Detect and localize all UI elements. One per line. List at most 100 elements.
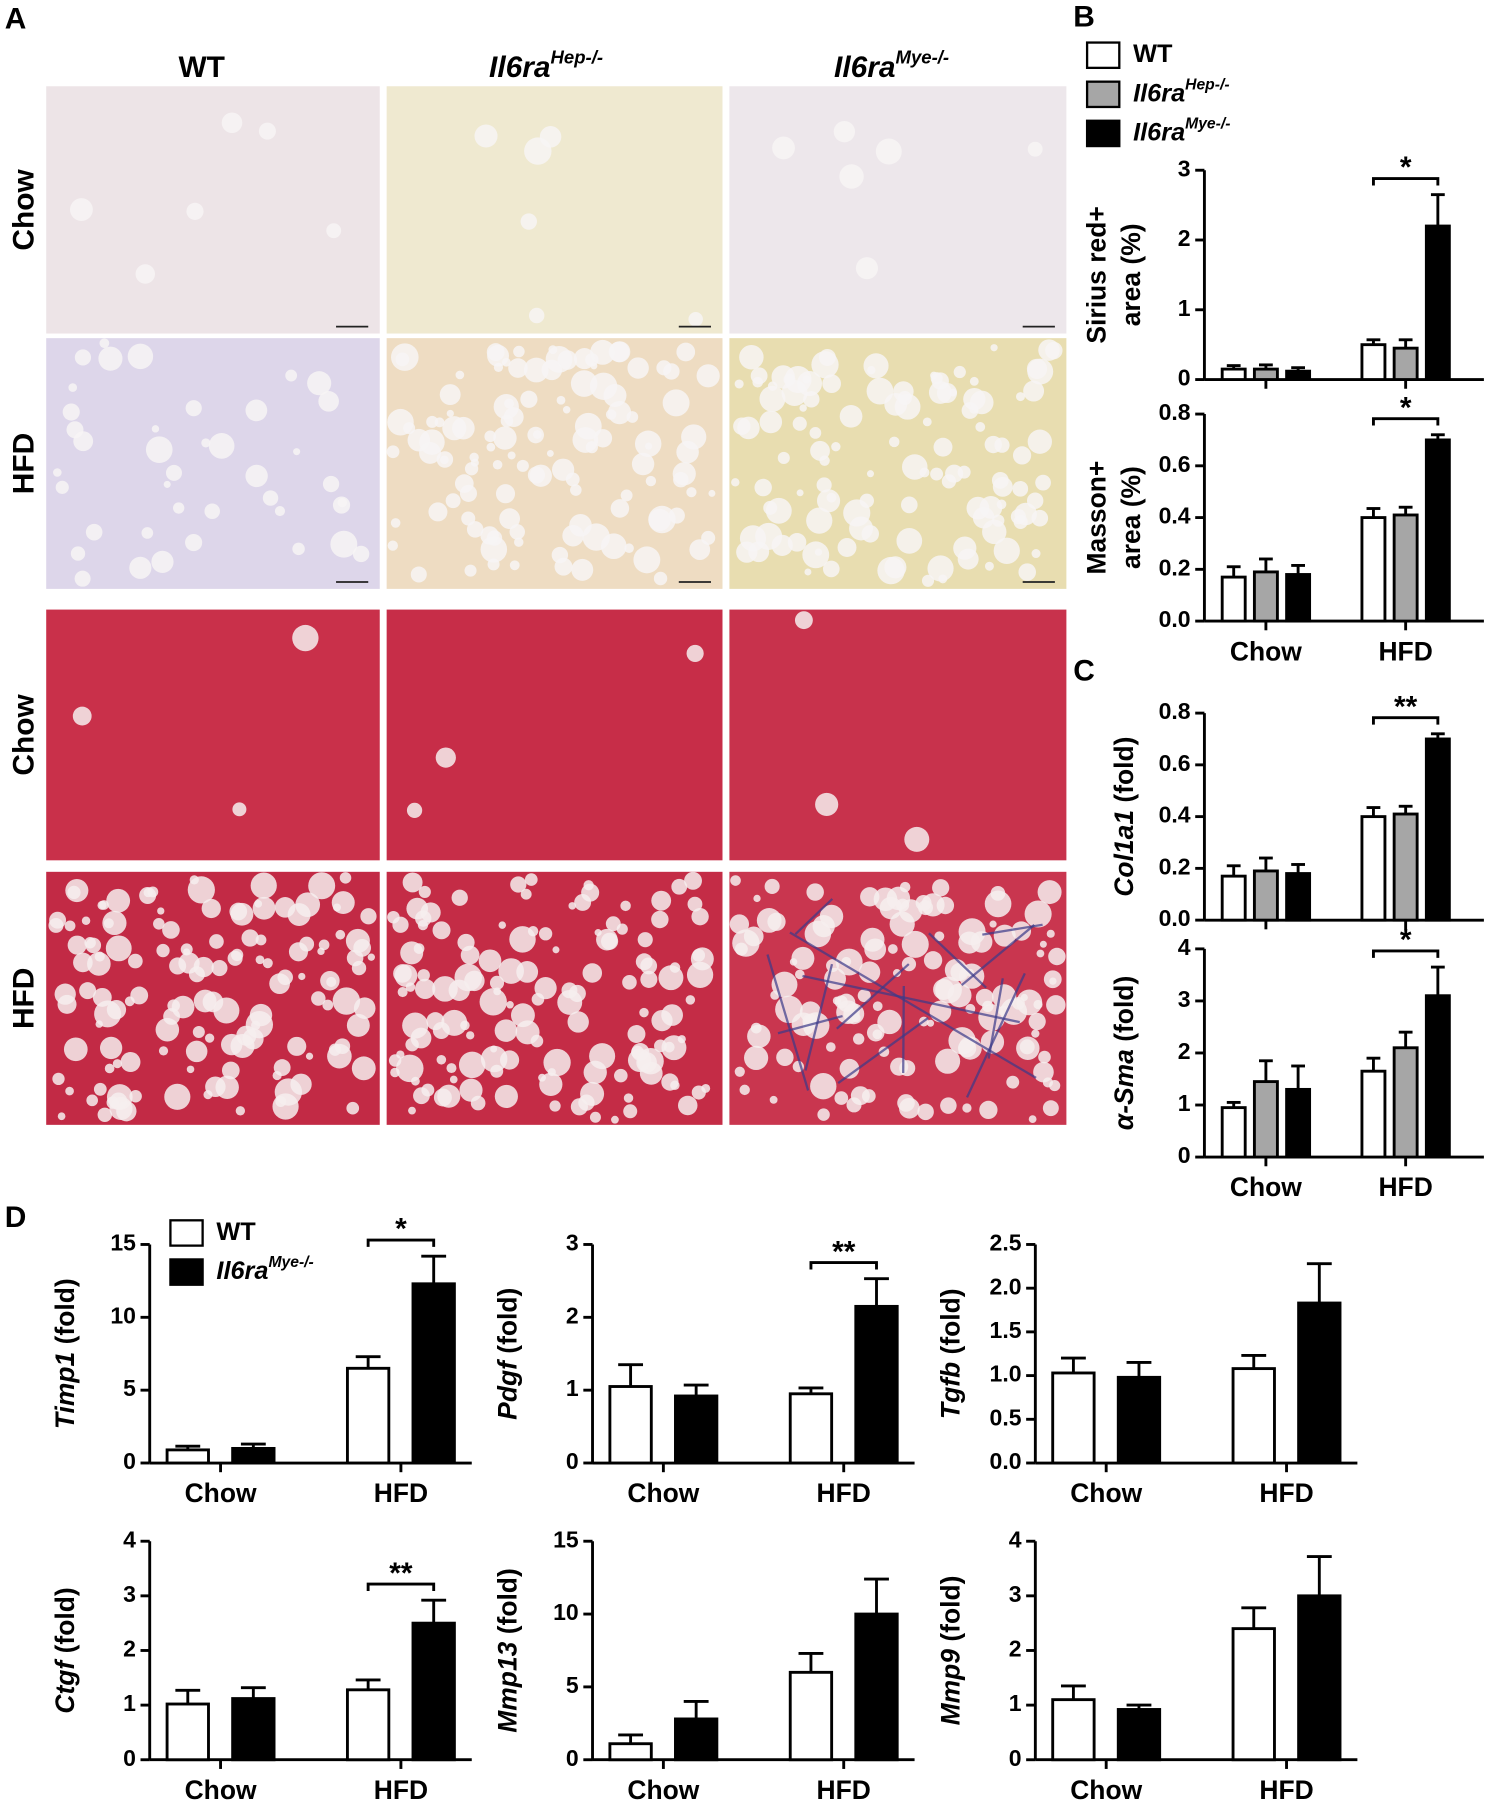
vacuole	[708, 489, 716, 497]
bar	[788, 1392, 834, 1465]
vacuole	[927, 1019, 935, 1027]
vacuole	[901, 930, 929, 958]
vacuole	[799, 1001, 822, 1023]
vacuole	[298, 972, 306, 981]
vacuole	[449, 1075, 458, 1084]
y-tick-label: 1	[1178, 1090, 1191, 1116]
vacuole	[55, 480, 69, 494]
vacuole	[402, 872, 423, 893]
y-axis-label-gene: Timp1	[50, 1352, 80, 1429]
vacuole	[74, 349, 92, 366]
vacuole	[957, 1039, 977, 1058]
vacuole	[292, 624, 319, 652]
y-tick-label: 2	[123, 1636, 136, 1662]
vacuole	[754, 478, 772, 497]
y-tick-label: 4	[1009, 1526, 1022, 1552]
vacuole	[794, 969, 805, 980]
vacuole	[102, 910, 127, 936]
vacuole	[620, 900, 631, 912]
vacuole	[415, 910, 432, 927]
column-header-base: Il6ra	[834, 51, 896, 84]
vacuole	[733, 417, 751, 435]
micrograph	[729, 86, 1067, 334]
vacuole	[106, 888, 131, 913]
bar	[1297, 1301, 1342, 1465]
micrograph	[46, 338, 380, 589]
vacuole	[1027, 429, 1052, 454]
vacuole	[162, 921, 180, 939]
y-axis-label: α-Sma (fold)	[1109, 976, 1139, 1130]
vacuole	[510, 876, 527, 893]
vacuole	[662, 389, 690, 417]
bar	[1231, 1627, 1276, 1762]
vacuole	[676, 440, 699, 464]
vacuole	[204, 503, 220, 519]
fibrosis	[928, 932, 987, 989]
vacuole	[562, 406, 571, 414]
vacuole	[155, 1017, 180, 1042]
bar	[854, 1304, 899, 1465]
bar	[1252, 1080, 1279, 1159]
vacuole	[69, 198, 93, 222]
vacuole	[241, 929, 259, 947]
vacuole	[232, 802, 247, 817]
fibrosis	[960, 924, 1036, 986]
vacuole	[436, 1054, 447, 1065]
vacuole	[527, 466, 546, 484]
fibrosis	[777, 1014, 843, 1035]
vacuole	[509, 560, 520, 571]
micrograph	[729, 609, 1067, 861]
vacuole	[927, 555, 954, 582]
vacuole	[839, 164, 864, 189]
vacuole	[397, 987, 408, 998]
vacuole	[185, 1040, 208, 1063]
vacuole	[600, 533, 627, 560]
vacuole	[661, 1004, 683, 1026]
vacuole	[843, 499, 871, 527]
vacuole	[562, 524, 584, 547]
vacuole	[551, 458, 575, 481]
vacuole	[484, 430, 497, 443]
vacuole	[392, 916, 409, 933]
vacuole	[151, 425, 160, 433]
vacuole	[97, 1107, 113, 1123]
y-tick-label: 0.6	[1159, 750, 1191, 776]
vacuole	[504, 398, 515, 409]
y-tick-label: 0	[123, 1745, 136, 1771]
vacuole	[557, 350, 578, 370]
vacuole	[677, 1035, 686, 1044]
vacuole	[490, 1045, 498, 1053]
vacuole	[499, 508, 521, 530]
vacuole	[418, 885, 431, 898]
vacuole	[851, 1013, 861, 1023]
vacuole	[495, 484, 516, 504]
vacuole	[492, 459, 503, 470]
vacuole	[63, 1037, 88, 1062]
bar	[165, 1702, 210, 1762]
vacuole	[428, 502, 448, 522]
y-axis-label: Ctgf (fold)	[50, 1587, 80, 1713]
y-tick-label: 0	[1009, 1745, 1022, 1771]
vacuole	[734, 942, 748, 956]
vacuole	[730, 875, 741, 886]
significance-label: *	[1400, 391, 1412, 424]
y-tick-label: 3	[1009, 1581, 1022, 1607]
micrograph	[386, 86, 723, 334]
vacuole	[687, 896, 703, 912]
vacuole	[277, 969, 293, 986]
vacuole	[932, 879, 950, 897]
vacuole	[235, 1106, 246, 1116]
legend-swatch	[169, 1219, 204, 1247]
vacuole	[413, 943, 425, 954]
y-tick-label: 0.4	[1159, 503, 1191, 529]
vacuole	[1046, 995, 1066, 1015]
vacuole	[252, 896, 276, 920]
vacuole	[406, 802, 423, 818]
vacuole	[245, 399, 268, 422]
vacuole	[290, 1073, 312, 1095]
vacuole	[498, 958, 524, 984]
significance-bracket	[366, 1582, 436, 1592]
vacuole	[164, 1083, 191, 1110]
vacuole	[610, 499, 630, 518]
